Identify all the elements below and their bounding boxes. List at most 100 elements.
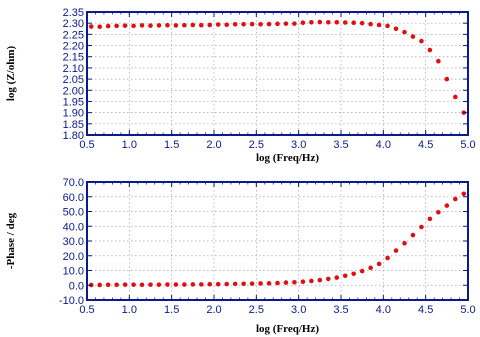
- magnitude-data-point: [156, 23, 162, 28]
- magnitude-data-point: [131, 23, 136, 29]
- magnitude-data-point: [224, 22, 229, 28]
- magnitude-data-point: [453, 94, 458, 100]
- phase-data-point: [258, 281, 263, 286]
- magnitude-x-axis-title: log (Freq/Hz): [256, 152, 319, 164]
- magnitude-data-point: [444, 76, 450, 82]
- magnitude-data-point: [317, 19, 323, 25]
- phase-data-point: [317, 277, 323, 283]
- phase-data-point: [334, 275, 340, 280]
- phase-data-point: [232, 281, 238, 287]
- phase-x-tick-label: 1.5: [164, 304, 179, 316]
- phase-y-tick-label: -10.0: [59, 295, 84, 307]
- phase-data-point: [444, 203, 450, 208]
- phase-x-tick-label: 1.0: [122, 304, 137, 316]
- phase-data-point: [351, 271, 357, 277]
- magnitude-data-point: [165, 22, 170, 28]
- magnitude-x-tick-label: 4.0: [376, 139, 391, 151]
- magnitude-plot-frame: [86, 11, 469, 136]
- phase-data-point: [376, 261, 382, 267]
- phase-x-tick-label: 2.0: [206, 304, 221, 316]
- phase-y-tick-label: 40.0: [63, 221, 84, 233]
- phase-data-point: [385, 255, 390, 261]
- phase-data-point: [461, 191, 467, 197]
- magnitude-data-point: [351, 20, 357, 26]
- phase-data-point: [453, 196, 458, 202]
- phase-data-point: [249, 281, 255, 286]
- magnitude-data-point: [419, 38, 424, 44]
- phase-data-point: [173, 282, 179, 287]
- magnitude-data-point: [88, 24, 94, 29]
- magnitude-data-point: [300, 20, 306, 26]
- magnitude-data-point: [207, 22, 213, 28]
- magnitude-y-tick-label: 1.90: [63, 108, 84, 120]
- magnitude-data-point: [393, 26, 399, 32]
- magnitude-data-point: [368, 21, 373, 27]
- magnitude-data-point: [334, 19, 340, 25]
- magnitude-y-tick-label: 1.95: [63, 96, 84, 108]
- phase-x-tick-label: 2.5: [249, 304, 264, 316]
- magnitude-data-point: [410, 34, 416, 39]
- phase-data-point: [283, 280, 289, 285]
- phase-data-point: [105, 282, 111, 288]
- magnitude-y-tick-label: 2.25: [63, 29, 84, 41]
- phase-data-point: [326, 276, 331, 282]
- phase-data-point: [241, 281, 246, 287]
- phase-markers: [88, 191, 467, 288]
- magnitude-x-tick-label: 2.0: [206, 139, 221, 151]
- magnitude-x-tick-label: 3.5: [333, 139, 348, 151]
- phase-data-point: [368, 265, 373, 271]
- phase-x-tick-label: 0.5: [79, 304, 94, 316]
- magnitude-y-axis-title: log (Z/ohm): [5, 46, 17, 102]
- phase-ticks: [86, 181, 469, 301]
- magnitude-data-point: [199, 22, 204, 28]
- magnitude-data-point: [292, 21, 297, 26]
- phase-data-point: [300, 279, 306, 285]
- phase-data-point: [207, 281, 213, 287]
- magnitude-y-tick-label: 2.10: [63, 63, 84, 75]
- magnitude-x-tick-label: 0.5: [79, 139, 94, 151]
- phase-chart: 0.5 1.0 1.5 2.0 2.5 3.0 3.5 4.0 4.5 5.0 -10.0 0.0 1…: [5, 177, 476, 335]
- magnitude-data-point: [173, 23, 179, 28]
- magnitude-x-tick-label: 1.5: [164, 139, 179, 151]
- magnitude-data-point: [266, 21, 272, 27]
- magnitude-y-tick-label: 2.30: [63, 18, 84, 30]
- magnitude-x-tick-label: 3.0: [291, 139, 306, 151]
- magnitude-data-point: [427, 47, 433, 53]
- magnitude-data-point: [385, 23, 390, 29]
- magnitude-data-point: [283, 21, 289, 26]
- phase-data-point: [131, 282, 136, 287]
- phase-data-point: [182, 282, 187, 287]
- magnitude-y-tick-labels: 1.801.851.901.952.002.052.102.152.202.25…: [63, 7, 84, 142]
- phase-y-tick-label: 20.0: [63, 251, 84, 263]
- phase-data-point: [139, 282, 145, 288]
- phase-data-point: [342, 273, 348, 279]
- phase-data-point: [309, 278, 314, 284]
- magnitude-data-point: [97, 24, 102, 30]
- phase-x-tick-label: 5.0: [460, 304, 475, 316]
- magnitude-data-point: [148, 23, 153, 28]
- magnitude-data-point: [114, 23, 119, 29]
- magnitude-ticks: [86, 11, 469, 136]
- phase-data-point: [427, 216, 433, 222]
- magnitude-data-point: [139, 23, 145, 28]
- magnitude-x-tick-label: 1.0: [122, 139, 137, 151]
- phase-data-point: [419, 224, 424, 230]
- phase-data-point: [114, 282, 119, 288]
- phase-y-axis-title: -Phase / deg: [5, 212, 17, 269]
- phase-data-point: [97, 282, 102, 288]
- magnitude-y-tick-label: 1.80: [63, 130, 84, 142]
- magnitude-y-tick-label: 2.05: [63, 74, 84, 86]
- magnitude-data-point: [326, 19, 331, 25]
- magnitude-data-point: [215, 22, 221, 27]
- phase-x-tick-label: 3.5: [333, 304, 348, 316]
- phase-x-tick-label: 3.0: [291, 304, 306, 316]
- phase-data-point: [275, 280, 280, 286]
- magnitude-data-point: [376, 22, 382, 28]
- phase-x-tick-label: 4.0: [376, 304, 391, 316]
- magnitude-data-point: [342, 20, 348, 25]
- magnitude-data-point: [190, 22, 196, 28]
- phase-data-point: [199, 282, 204, 287]
- phase-data-point: [190, 282, 196, 287]
- magnitude-x-tick-label: 5.0: [460, 139, 475, 151]
